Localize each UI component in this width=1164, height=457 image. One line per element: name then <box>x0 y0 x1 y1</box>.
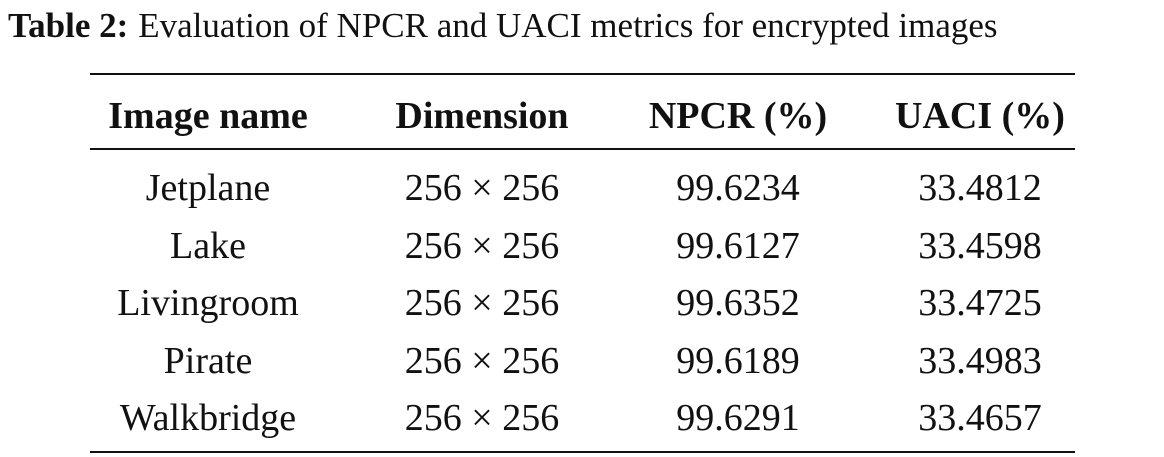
header-cell: Image name <box>108 95 308 137</box>
table-cell: 33.4598 <box>918 224 1042 267</box>
table-cell: 256 × 256 <box>404 167 560 209</box>
table-cell: 99.6291 <box>676 397 800 439</box>
table-cell: Livingroom <box>117 282 299 324</box>
table-cell: 99.6189 <box>676 339 800 382</box>
top-rule <box>90 73 1075 75</box>
table-cell: 99.6234 <box>676 167 800 209</box>
table-cell: Pirate <box>163 339 253 382</box>
table-cell: 256 × 256 <box>404 282 560 324</box>
table-cell: 99.6352 <box>676 282 800 324</box>
table-cell: Lake <box>170 224 246 267</box>
table-cell: 256 × 256 <box>404 224 560 267</box>
table-caption: Table 2: Evaluation of NPCR and UACI metr… <box>8 6 998 46</box>
table-cell: 33.4812 <box>918 167 1042 209</box>
table-cell: 33.4657 <box>918 397 1042 439</box>
mid-rule <box>90 148 1075 150</box>
header-cell: UACI (%) <box>895 95 1065 137</box>
table-cell: 33.4983 <box>918 339 1042 382</box>
table-cell: 99.6127 <box>676 224 800 267</box>
caption-label: Table 2: <box>8 6 129 45</box>
header-cell: NPCR (%) <box>648 95 828 137</box>
table-cell: Jetplane <box>145 167 271 209</box>
table-cell: 256 × 256 <box>404 397 560 439</box>
caption-text: Evaluation of NPCR and UACI metrics for … <box>138 6 998 45</box>
table-cell: Walkbridge <box>119 397 297 439</box>
header-cell: Dimension <box>395 95 569 137</box>
bottom-rule <box>90 451 1075 453</box>
table-cell: 33.4725 <box>918 282 1042 324</box>
table-cell: 256 × 256 <box>404 339 560 382</box>
